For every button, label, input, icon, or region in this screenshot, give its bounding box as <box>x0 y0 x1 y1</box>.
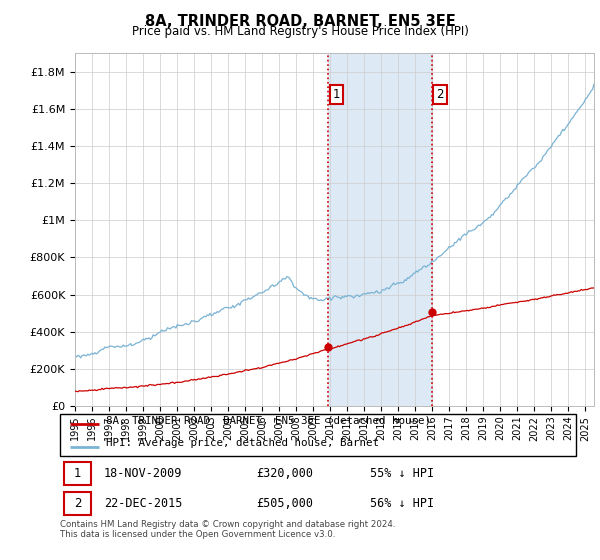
Text: 18-NOV-2009: 18-NOV-2009 <box>104 467 182 480</box>
Text: 1: 1 <box>332 87 340 101</box>
Text: 8A, TRINDER ROAD, BARNET, EN5 3EE (detached house): 8A, TRINDER ROAD, BARNET, EN5 3EE (detac… <box>106 416 431 426</box>
Text: 22-DEC-2015: 22-DEC-2015 <box>104 497 182 510</box>
Text: HPI: Average price, detached house, Barnet: HPI: Average price, detached house, Barn… <box>106 438 379 449</box>
Text: 1: 1 <box>74 467 81 480</box>
Text: £320,000: £320,000 <box>256 467 313 480</box>
Text: This data is licensed under the Open Government Licence v3.0.: This data is licensed under the Open Gov… <box>60 530 335 539</box>
Text: 56% ↓ HPI: 56% ↓ HPI <box>370 497 434 510</box>
Text: 2: 2 <box>74 497 81 510</box>
Text: 8A, TRINDER ROAD, BARNET, EN5 3EE: 8A, TRINDER ROAD, BARNET, EN5 3EE <box>145 14 455 29</box>
Text: 55% ↓ HPI: 55% ↓ HPI <box>370 467 434 480</box>
Text: 2: 2 <box>436 87 443 101</box>
Bar <box>64 492 91 515</box>
Text: Contains HM Land Registry data © Crown copyright and database right 2024.: Contains HM Land Registry data © Crown c… <box>60 520 395 529</box>
Bar <box>328 53 432 406</box>
Text: £505,000: £505,000 <box>256 497 313 510</box>
Text: Price paid vs. HM Land Registry's House Price Index (HPI): Price paid vs. HM Land Registry's House … <box>131 25 469 38</box>
Bar <box>64 462 91 485</box>
